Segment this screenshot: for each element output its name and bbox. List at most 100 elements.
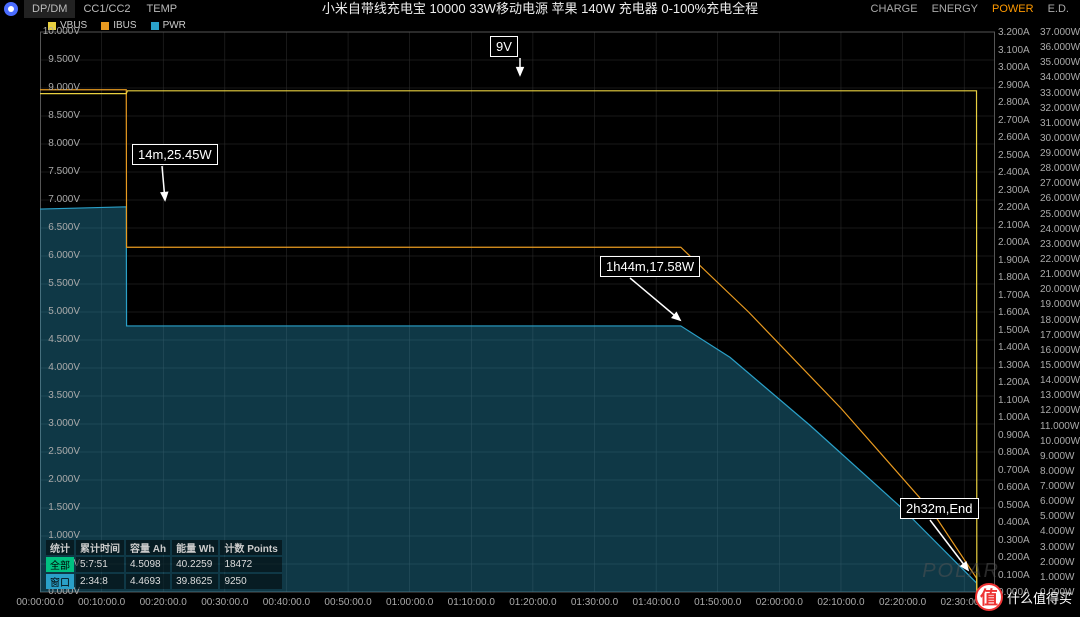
chart-title: 小米自带线充电宝 10000 33W移动电源 苹果 140W 充电器 0-100… — [322, 0, 758, 18]
y-right2-tick: 25.000W — [1040, 209, 1080, 220]
x-tick: 00:20:00.0 — [133, 597, 193, 608]
rtab-energy[interactable]: ENERGY — [925, 0, 985, 18]
y-right1-tick: 0.700A — [998, 465, 1040, 476]
y-right2-tick: 33.000W — [1040, 88, 1080, 99]
y-right1-tick: 0.200A — [998, 552, 1040, 563]
y-right2-tick: 32.000W — [1040, 103, 1080, 114]
y-right1-tick: 2.500A — [998, 150, 1040, 161]
y-right2-tick: 19.000W — [1040, 299, 1080, 310]
y-left-tick: 10.000V — [40, 26, 80, 37]
x-tick: 01:30:00.0 — [565, 597, 625, 608]
x-tick: 02:20:00.0 — [873, 597, 933, 608]
y-right2-tick: 24.000W — [1040, 224, 1080, 235]
rtab-charge[interactable]: CHARGE — [864, 0, 925, 18]
y-right2-tick: 30.000W — [1040, 133, 1080, 144]
y-right2-tick: 35.000W — [1040, 57, 1080, 68]
y-right2-tick: 28.000W — [1040, 163, 1080, 174]
y-left-tick: 3.500V — [40, 390, 80, 401]
y-right1-tick: 1.700A — [998, 290, 1040, 301]
y-right2-tick: 12.000W — [1040, 405, 1080, 416]
y-right1-tick: 2.300A — [998, 185, 1040, 196]
x-tick: 00:50:00.0 — [318, 597, 378, 608]
y-right1-tick: 0.400A — [998, 517, 1040, 528]
chart-plot[interactable] — [40, 18, 995, 594]
y-right2-tick: 26.000W — [1040, 193, 1080, 204]
y-right2-tick: 5.000W — [1040, 511, 1080, 522]
y-left-tick: 5.000V — [40, 306, 80, 317]
stats-cell: 39.8625 — [172, 574, 218, 589]
y-right1-tick: 1.900A — [998, 255, 1040, 266]
y-left-tick: 4.000V — [40, 362, 80, 373]
x-tick: 00:10:00.0 — [72, 597, 132, 608]
rtab-ed[interactable]: E.D. — [1041, 0, 1076, 18]
y-right1-tick: 2.400A — [998, 167, 1040, 178]
y-right1-tick: 1.200A — [998, 377, 1040, 388]
annotation-box: 9V — [490, 36, 518, 57]
stats-cell: 18472 — [220, 557, 281, 572]
tab-dpdm[interactable]: DP/DM — [24, 0, 75, 18]
y-right2-tick: 1.000W — [1040, 572, 1080, 583]
y-right1-tick: 1.300A — [998, 360, 1040, 371]
x-tick: 01:00:00.0 — [380, 597, 440, 608]
stats-cell: 4.4693 — [126, 574, 170, 589]
y-right2-tick: 18.000W — [1040, 315, 1080, 326]
y-left-tick: 6.000V — [40, 250, 80, 261]
y-right1-tick: 0.600A — [998, 482, 1040, 493]
y-right1-tick: 2.600A — [998, 132, 1040, 143]
y-right1-tick: 0.100A — [998, 570, 1040, 581]
y-right1-tick: 2.200A — [998, 202, 1040, 213]
y-right2-tick: 17.000W — [1040, 330, 1080, 341]
tab-temp[interactable]: TEMP — [139, 0, 186, 18]
y-right1-tick: 2.100A — [998, 220, 1040, 231]
site-watermark: 值 什么值得买 — [975, 583, 1072, 611]
y-right1-tick: 1.000A — [998, 412, 1040, 423]
y-right2-tick: 36.000W — [1040, 42, 1080, 53]
y-right2-tick: 2.000W — [1040, 557, 1080, 568]
y-left-tick: 9.000V — [40, 82, 80, 93]
brand-watermark: POLAR — [922, 560, 1000, 583]
y-right2-tick: 22.000W — [1040, 254, 1080, 265]
stats-cell: 2:34:8 — [76, 574, 124, 589]
annotation-box: 1h44m,17.58W — [600, 256, 700, 277]
stats-hdr: 能量 Wh — [172, 540, 218, 555]
y-left-tick: 1.500V — [40, 502, 80, 513]
y-right2-tick: 20.000W — [1040, 284, 1080, 295]
y-left-tick: 2.500V — [40, 446, 80, 457]
y-right1-tick: 0.900A — [998, 430, 1040, 441]
y-left-tick: 4.500V — [40, 334, 80, 345]
annotation-box: 14m,25.45W — [132, 144, 218, 165]
y-right2-tick: 34.000W — [1040, 72, 1080, 83]
rtab-power[interactable]: POWER — [985, 0, 1041, 18]
stats-row-label: 全部 — [46, 557, 74, 572]
annotation-box: 2h32m,End — [900, 498, 979, 519]
y-right2-tick: 8.000W — [1040, 466, 1080, 477]
x-tick: 00:40:00.0 — [256, 597, 316, 608]
x-tick: 01:10:00.0 — [441, 597, 501, 608]
y-right2-tick: 13.000W — [1040, 390, 1080, 401]
y-right1-tick: 1.400A — [998, 342, 1040, 353]
x-tick: 01:50:00.0 — [688, 597, 748, 608]
y-right1-tick: 2.800A — [998, 97, 1040, 108]
stats-cell: 9250 — [220, 574, 281, 589]
y-right2-tick: 7.000W — [1040, 481, 1080, 492]
y-right2-tick: 3.000W — [1040, 542, 1080, 553]
tab-cc[interactable]: CC1/CC2 — [75, 0, 138, 18]
stats-cell: 40.2259 — [172, 557, 218, 572]
stats-cell: 4.5098 — [126, 557, 170, 572]
y-right2-tick: 23.000W — [1040, 239, 1080, 250]
y-right2-tick: 27.000W — [1040, 178, 1080, 189]
x-tick: 00:30:00.0 — [195, 597, 255, 608]
stats-hdr: 计数 Points — [220, 540, 281, 555]
y-right1-tick: 2.700A — [998, 115, 1040, 126]
stats-table: 统计 累计时间 容量 Ah 能量 Wh 计数 Points 全部 5:7:51 … — [44, 538, 284, 591]
y-left-tick: 6.500V — [40, 222, 80, 233]
y-right1-tick: 2.900A — [998, 80, 1040, 91]
y-right2-tick: 6.000W — [1040, 496, 1080, 507]
y-right2-tick: 21.000W — [1040, 269, 1080, 280]
y-right1-tick: 3.200A — [998, 27, 1040, 38]
y-right2-tick: 14.000W — [1040, 375, 1080, 386]
y-right1-tick: 1.600A — [998, 307, 1040, 318]
y-right1-tick: 0.800A — [998, 447, 1040, 458]
y-right1-tick: 2.000A — [998, 237, 1040, 248]
y-right2-tick: 31.000W — [1040, 118, 1080, 129]
